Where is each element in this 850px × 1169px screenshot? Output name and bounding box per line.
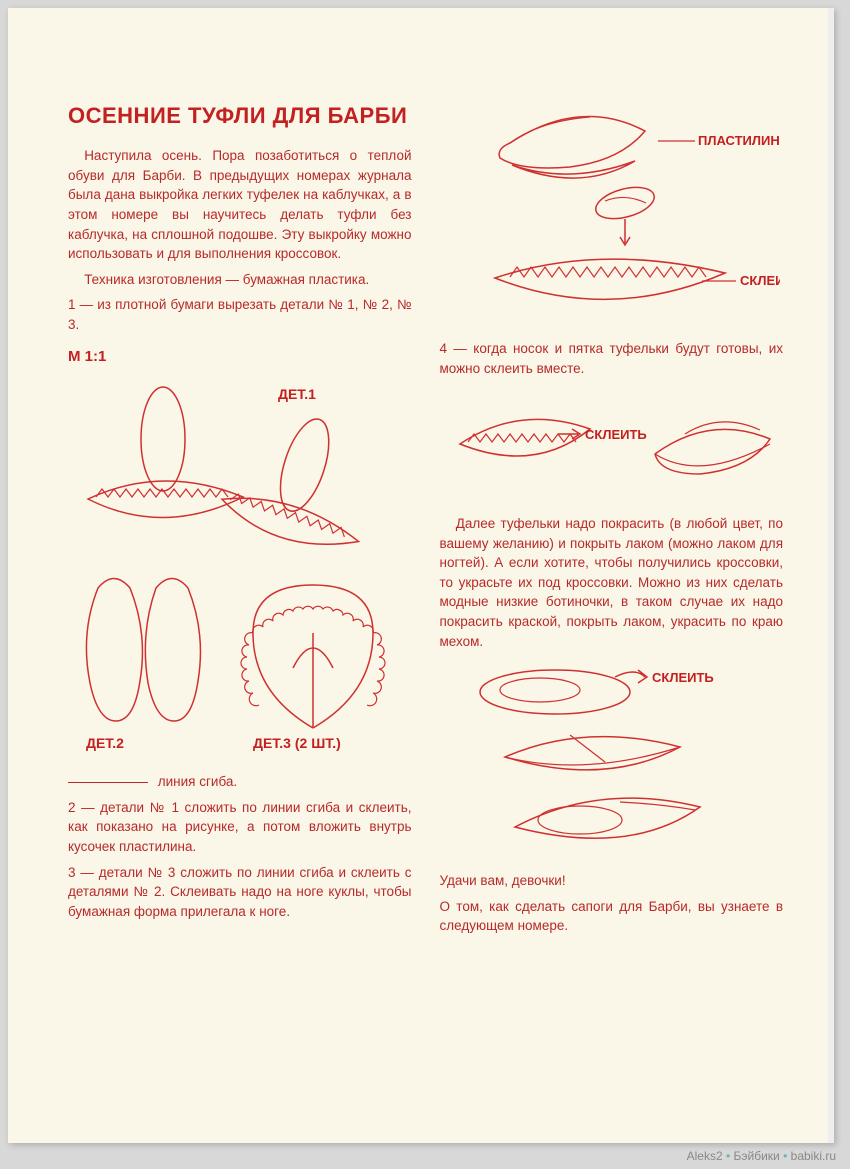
dot-icon: • — [726, 1149, 734, 1163]
paint-paragraph: Далее туфельки надо покрасить (в любой ц… — [440, 514, 784, 651]
outro-1: Удачи вам, девочки! — [440, 871, 784, 891]
step-3: 3 — детали № 3 сложить по линии сгиба и … — [68, 863, 412, 922]
page-title: ОСЕННИЕ ТУФЛИ ДЛЯ БАРБИ — [68, 103, 412, 128]
watermark: Aleks2 • Бэйбики • babiki.ru — [687, 1149, 836, 1163]
label-det1: ДЕТ.1 — [278, 386, 316, 402]
figure-toe-heel-glue: СКЛЕИТЬ — [440, 384, 784, 514]
figure-foot-plasticine: ПЛАСТИЛИН СКЛЕИТЬ — [440, 103, 784, 333]
step-2: 2 — детали № 1 сложить по линии сгиба и … — [68, 798, 412, 857]
technique-paragraph: Техника изготовления — бумажная пластика… — [68, 270, 412, 290]
label-glue-2: СКЛЕИТЬ — [585, 427, 647, 442]
figure-det2-det3: ДЕТ.2 ДЕТ.3 (2 ШТ.) — [68, 563, 412, 758]
step-4: 4 — когда носок и пятка туфельки будут г… — [440, 339, 784, 378]
right-column: ПЛАСТИЛИН СКЛЕИТЬ 4 — когда носок и пятк… — [440, 103, 784, 942]
content-columns: ОСЕННИЕ ТУФЛИ ДЛЯ БАРБИ Наступила осень.… — [8, 8, 828, 982]
label-det3: ДЕТ.3 (2 ШТ.) — [253, 735, 341, 751]
fold-line: линия сгиба. — [68, 772, 412, 792]
figure-final-glue: СКЛЕИТЬ — [440, 657, 784, 857]
left-column: ОСЕННИЕ ТУФЛИ ДЛЯ БАРБИ Наступила осень.… — [68, 103, 412, 942]
fold-label: линия сгиба. — [158, 774, 237, 789]
wm-url: babiki.ru — [791, 1149, 836, 1163]
step-1: 1 — из плотной бумаги вырезать детали № … — [68, 295, 412, 334]
wm-site-name: Бэйбики — [734, 1149, 780, 1163]
wm-author: Aleks2 — [687, 1149, 723, 1163]
fold-rule-icon — [68, 782, 148, 783]
outro-2: О том, как сделать сапоги для Барби, вы … — [440, 897, 784, 936]
label-det2: ДЕТ.2 — [86, 735, 124, 751]
dot-icon: • — [783, 1149, 791, 1163]
label-plasticine: ПЛАСТИЛИН — [698, 133, 780, 148]
figure-det1: ДЕТ.1 — [68, 369, 412, 569]
intro-paragraph: Наступила осень. Пора позаботиться о теп… — [68, 146, 412, 263]
scanned-page: ОСЕННИЕ ТУФЛИ ДЛЯ БАРБИ Наступила осень.… — [8, 8, 834, 1143]
scale-label: М 1:1 — [68, 348, 412, 365]
label-glue-3: СКЛЕИТЬ — [652, 670, 714, 685]
label-glue-1: СКЛЕИТЬ — [740, 273, 780, 288]
